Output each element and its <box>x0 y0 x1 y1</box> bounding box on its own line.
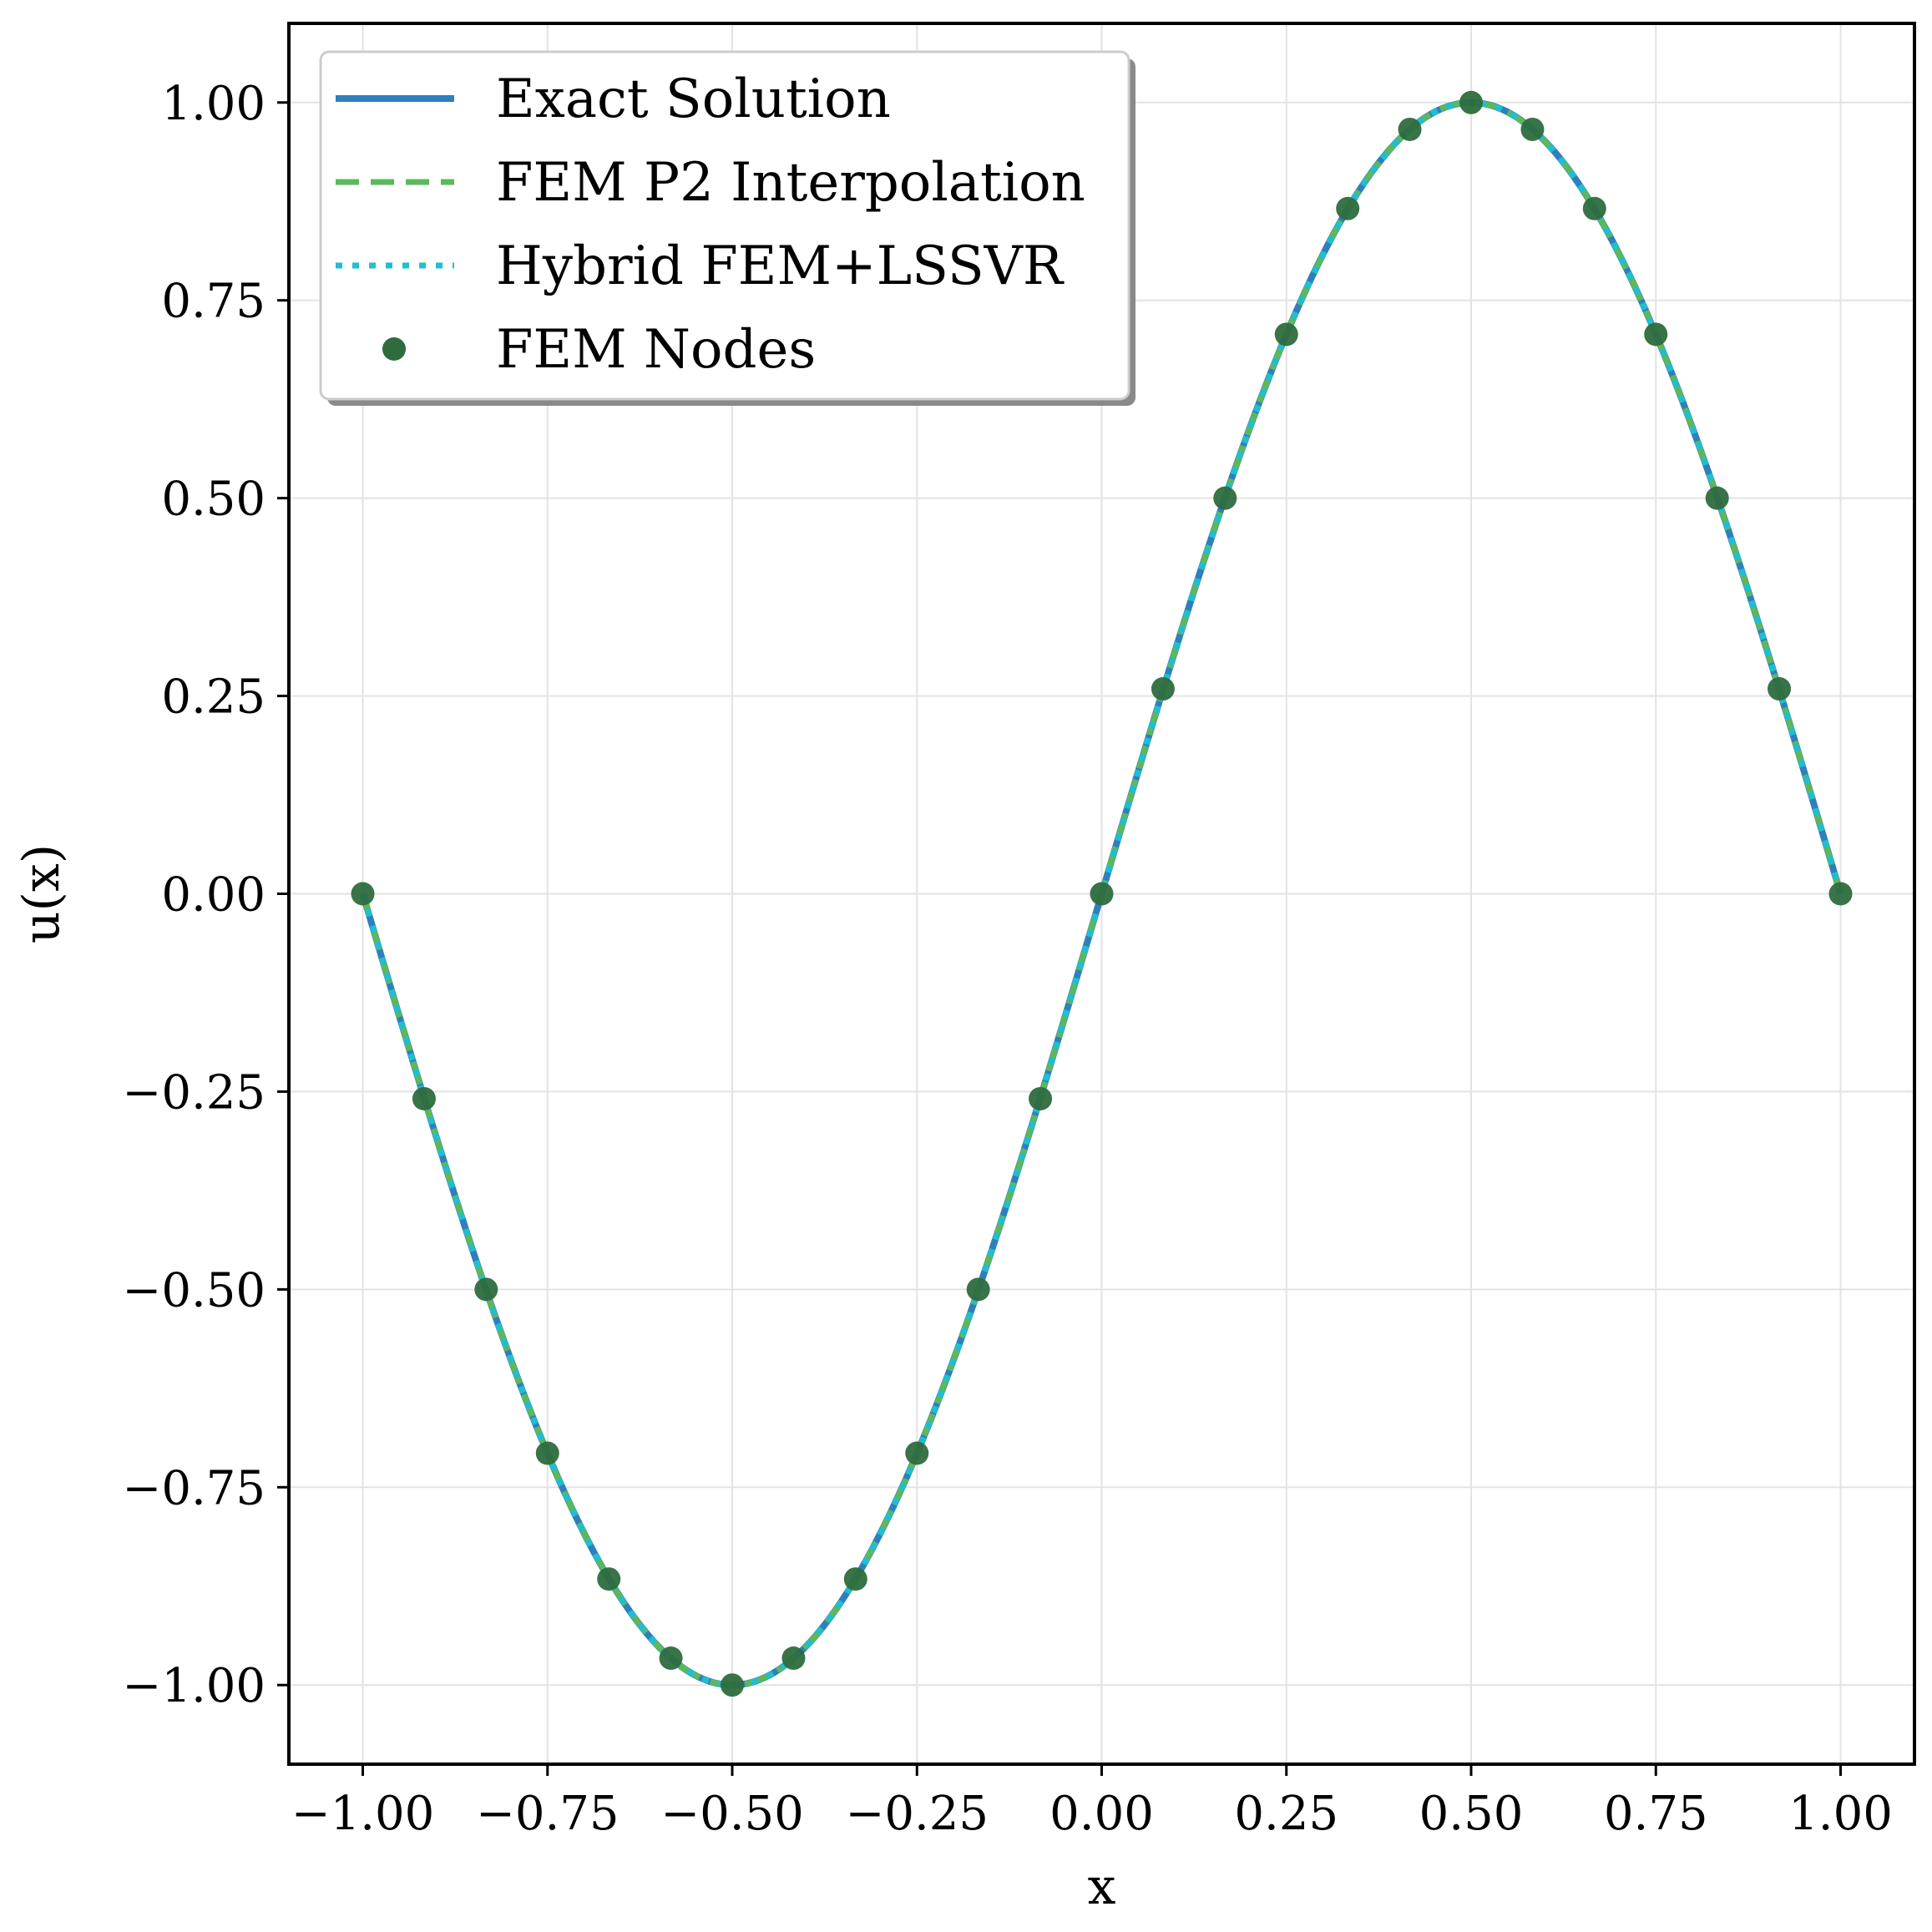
fem-node-point <box>1705 486 1729 510</box>
fem-node-point <box>1644 322 1668 346</box>
fem-node-point <box>721 1673 744 1697</box>
legend-label-hybrid-fem-lssvr: Hybrid FEM+LSSVR <box>496 235 1065 297</box>
fem-node-point <box>1459 90 1483 114</box>
fem-node-point <box>1213 486 1237 510</box>
fem-node-point <box>659 1646 683 1671</box>
fem-node-point <box>843 1567 867 1591</box>
fem-node-point <box>1274 322 1298 346</box>
legend: Exact Solution FEM P2 Interpolation Hybrid… <box>319 50 1135 406</box>
fem-node-point <box>781 1646 806 1671</box>
x-tick-label: 0.50 <box>1419 1787 1524 1841</box>
y-tick-label: 0.50 <box>161 473 266 527</box>
legend-marker-fem-nodes <box>382 337 406 361</box>
fem-node-point <box>1828 882 1853 906</box>
y-axis-label: u(x) <box>13 844 71 943</box>
x-tick-label: −0.25 <box>845 1787 989 1841</box>
x-tick-label: 1.00 <box>1788 1787 1893 1841</box>
x-tick-label: 0.00 <box>1049 1787 1154 1841</box>
ticks: −1.00 −0.75 −0.50 −0.25 0.00 0.25 0.50 0.75 1.00… <box>122 77 1892 1841</box>
fem-node-point <box>1398 117 1422 141</box>
fem-node-point <box>597 1567 621 1591</box>
legend-box <box>319 50 1130 401</box>
x-tick-label: 0.25 <box>1234 1787 1338 1841</box>
y-tick-label: −0.75 <box>122 1461 266 1515</box>
fem-node-point <box>966 1277 990 1302</box>
fem-node-point <box>1768 677 1792 701</box>
fem-node-point <box>474 1277 498 1302</box>
y-tick-label: −0.50 <box>122 1263 266 1318</box>
fem-node-point <box>1582 196 1606 220</box>
fem-node-point <box>1090 882 1114 906</box>
fem-node-point <box>1151 677 1175 701</box>
fem-node-point <box>1336 196 1360 220</box>
fem-node-point <box>351 882 375 906</box>
y-tick-label: −1.00 <box>122 1659 266 1713</box>
x-axis-label: x <box>1088 1858 1116 1916</box>
x-tick-label: 0.75 <box>1604 1787 1708 1841</box>
fem-node-point <box>1029 1086 1053 1110</box>
y-tick-label: 0.75 <box>161 275 266 329</box>
x-tick-label: −1.00 <box>291 1787 435 1841</box>
fem-node-point <box>905 1441 929 1465</box>
legend-label-fem-nodes: FEM Nodes <box>496 319 816 381</box>
fem-node-point <box>1520 117 1545 141</box>
y-tick-label: 1.00 <box>161 77 266 131</box>
fem-node-point <box>412 1086 436 1110</box>
fem-node-point <box>535 1441 559 1465</box>
y-tick-label: 0.00 <box>161 868 266 923</box>
legend-label-exact-solution: Exact Solution <box>496 68 891 130</box>
x-tick-label: −0.75 <box>476 1787 620 1841</box>
y-tick-label: 0.25 <box>161 670 266 725</box>
y-tick-label: −0.25 <box>122 1065 266 1120</box>
legend-label-fem-p2-interpolation: FEM P2 Interpolation <box>496 152 1085 214</box>
series-layer <box>351 90 1853 1697</box>
x-tick-label: −0.50 <box>660 1787 804 1841</box>
